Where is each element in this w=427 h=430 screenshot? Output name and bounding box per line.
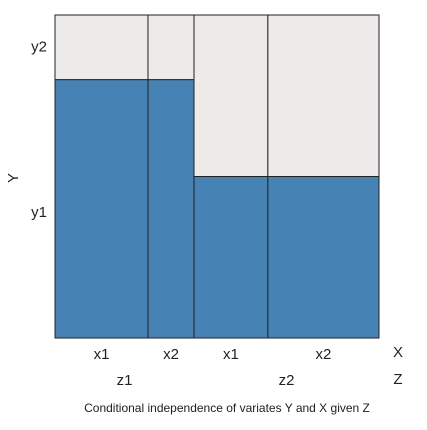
mosaic-tile bbox=[54, 79, 149, 339]
x-tick-label: x2 bbox=[163, 346, 179, 363]
mosaic-tile bbox=[193, 14, 269, 177]
mosaic-tile bbox=[267, 14, 380, 177]
y-axis-label: Y bbox=[5, 173, 22, 183]
group-label: z2 bbox=[279, 372, 295, 389]
group-label: z1 bbox=[117, 372, 133, 389]
mosaic-tile bbox=[193, 176, 269, 339]
chart-title: Conditional independence of variates Y a… bbox=[84, 401, 370, 415]
mosaic-tile bbox=[54, 14, 149, 81]
y-tick-label: y2 bbox=[31, 38, 47, 55]
x-tick-label: x2 bbox=[316, 346, 332, 363]
z-axis-label: Z bbox=[393, 371, 402, 388]
x-tick-label: x1 bbox=[94, 346, 110, 363]
mosaic-tile bbox=[267, 176, 380, 339]
x-axis-label: X bbox=[393, 344, 403, 361]
x-tick-label: x1 bbox=[223, 346, 239, 363]
y-tick-label: y1 bbox=[31, 204, 47, 221]
mosaic-tile bbox=[147, 14, 195, 81]
mosaic-tile bbox=[147, 79, 195, 339]
